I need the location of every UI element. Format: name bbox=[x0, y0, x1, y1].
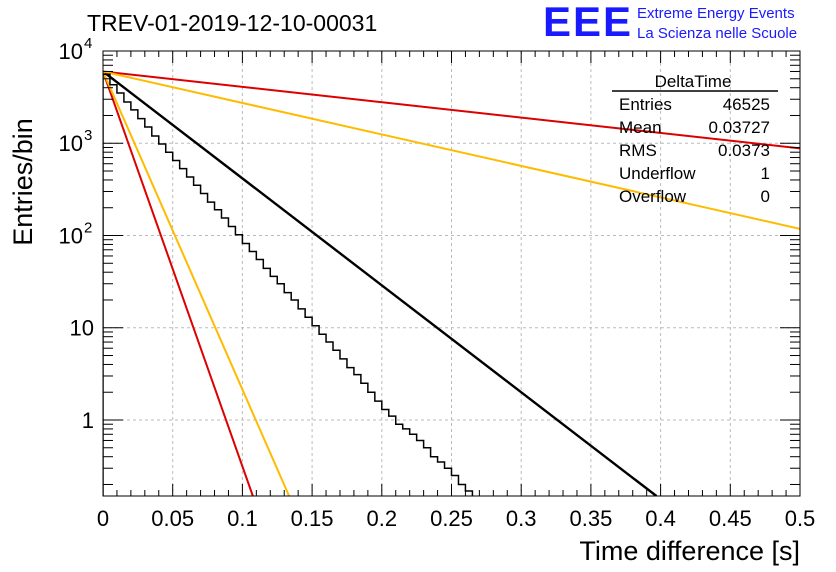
x-tick-label: 0.2 bbox=[367, 506, 398, 531]
y-tick-label: 10 bbox=[59, 223, 83, 248]
fit-line-red-steep bbox=[103, 71, 254, 496]
fit-lines bbox=[103, 70, 800, 496]
x-tick-label: 0 bbox=[97, 506, 109, 531]
stats-row-value: 0 bbox=[761, 187, 770, 206]
x-tick-label: 0.35 bbox=[569, 506, 612, 531]
x-tick-label: 0.45 bbox=[709, 506, 752, 531]
y-tick-label: 10 bbox=[59, 39, 83, 64]
stats-row-value: 0.03727 bbox=[709, 118, 770, 137]
logo-line-1: Extreme Energy Events bbox=[637, 5, 795, 22]
y-tick-exponent: 2 bbox=[84, 219, 92, 236]
stats-row-value: 1 bbox=[761, 164, 770, 183]
y-tick-label: 10 bbox=[70, 316, 94, 341]
fit-line-fit bbox=[103, 70, 658, 496]
x-tick-label: 0.15 bbox=[291, 506, 334, 531]
stats-row-label: Underflow bbox=[619, 164, 696, 183]
x-tick-label: 0.4 bbox=[645, 506, 676, 531]
y-tick-label: 10 bbox=[59, 131, 83, 156]
y-axis-label: Entries/bin bbox=[8, 118, 38, 246]
x-axis-label: Time difference [s] bbox=[579, 536, 800, 566]
x-tick-label: 0.05 bbox=[151, 506, 194, 531]
x-tick-label: 0.25 bbox=[430, 506, 473, 531]
x-tick-labels: 0 0.05 0.1 0.15 0.2 0.25 0.3 0.35 0.4 0.45 0.5 bbox=[97, 506, 815, 531]
histogram-steps bbox=[103, 73, 474, 496]
fit-line-orange-steep bbox=[103, 71, 291, 496]
stats-row-value: 46525 bbox=[723, 95, 770, 114]
chart-title: TREV-01-2019-12-10-00031 bbox=[87, 10, 377, 36]
x-tick-label: 0.5 bbox=[785, 506, 816, 531]
axis-ticks bbox=[102, 50, 801, 496]
stats-box: DeltaTime Entries 46525 Mean 0.03727 RMS 0.03… bbox=[612, 72, 778, 206]
stats-row-label: Mean bbox=[619, 118, 662, 137]
histogram-series bbox=[103, 73, 474, 496]
stats-row-value: 0.0373 bbox=[718, 141, 770, 160]
stats-row-label: RMS bbox=[619, 141, 657, 160]
y-tick-exponent: 4 bbox=[84, 35, 92, 52]
y-tick-exponent: 3 bbox=[84, 127, 92, 144]
stats-row-label: Overflow bbox=[619, 187, 687, 206]
stats-title: DeltaTime bbox=[655, 72, 732, 91]
grid-lines bbox=[103, 51, 800, 496]
x-tick-label: 0.1 bbox=[227, 506, 258, 531]
fit-line-orange-shallow bbox=[103, 70, 800, 230]
logo-line-2: La Scienza nelle Scuole bbox=[637, 25, 797, 42]
x-tick-label: 0.3 bbox=[506, 506, 537, 531]
eee-logo: EEE Extreme Energy Events La Scienza nel… bbox=[543, 0, 797, 45]
fit-line-red-shallow bbox=[103, 70, 800, 150]
logo-text: EEE bbox=[543, 0, 633, 45]
stats-row-label: Entries bbox=[619, 95, 672, 114]
y-tick-label: 1 bbox=[82, 408, 94, 433]
